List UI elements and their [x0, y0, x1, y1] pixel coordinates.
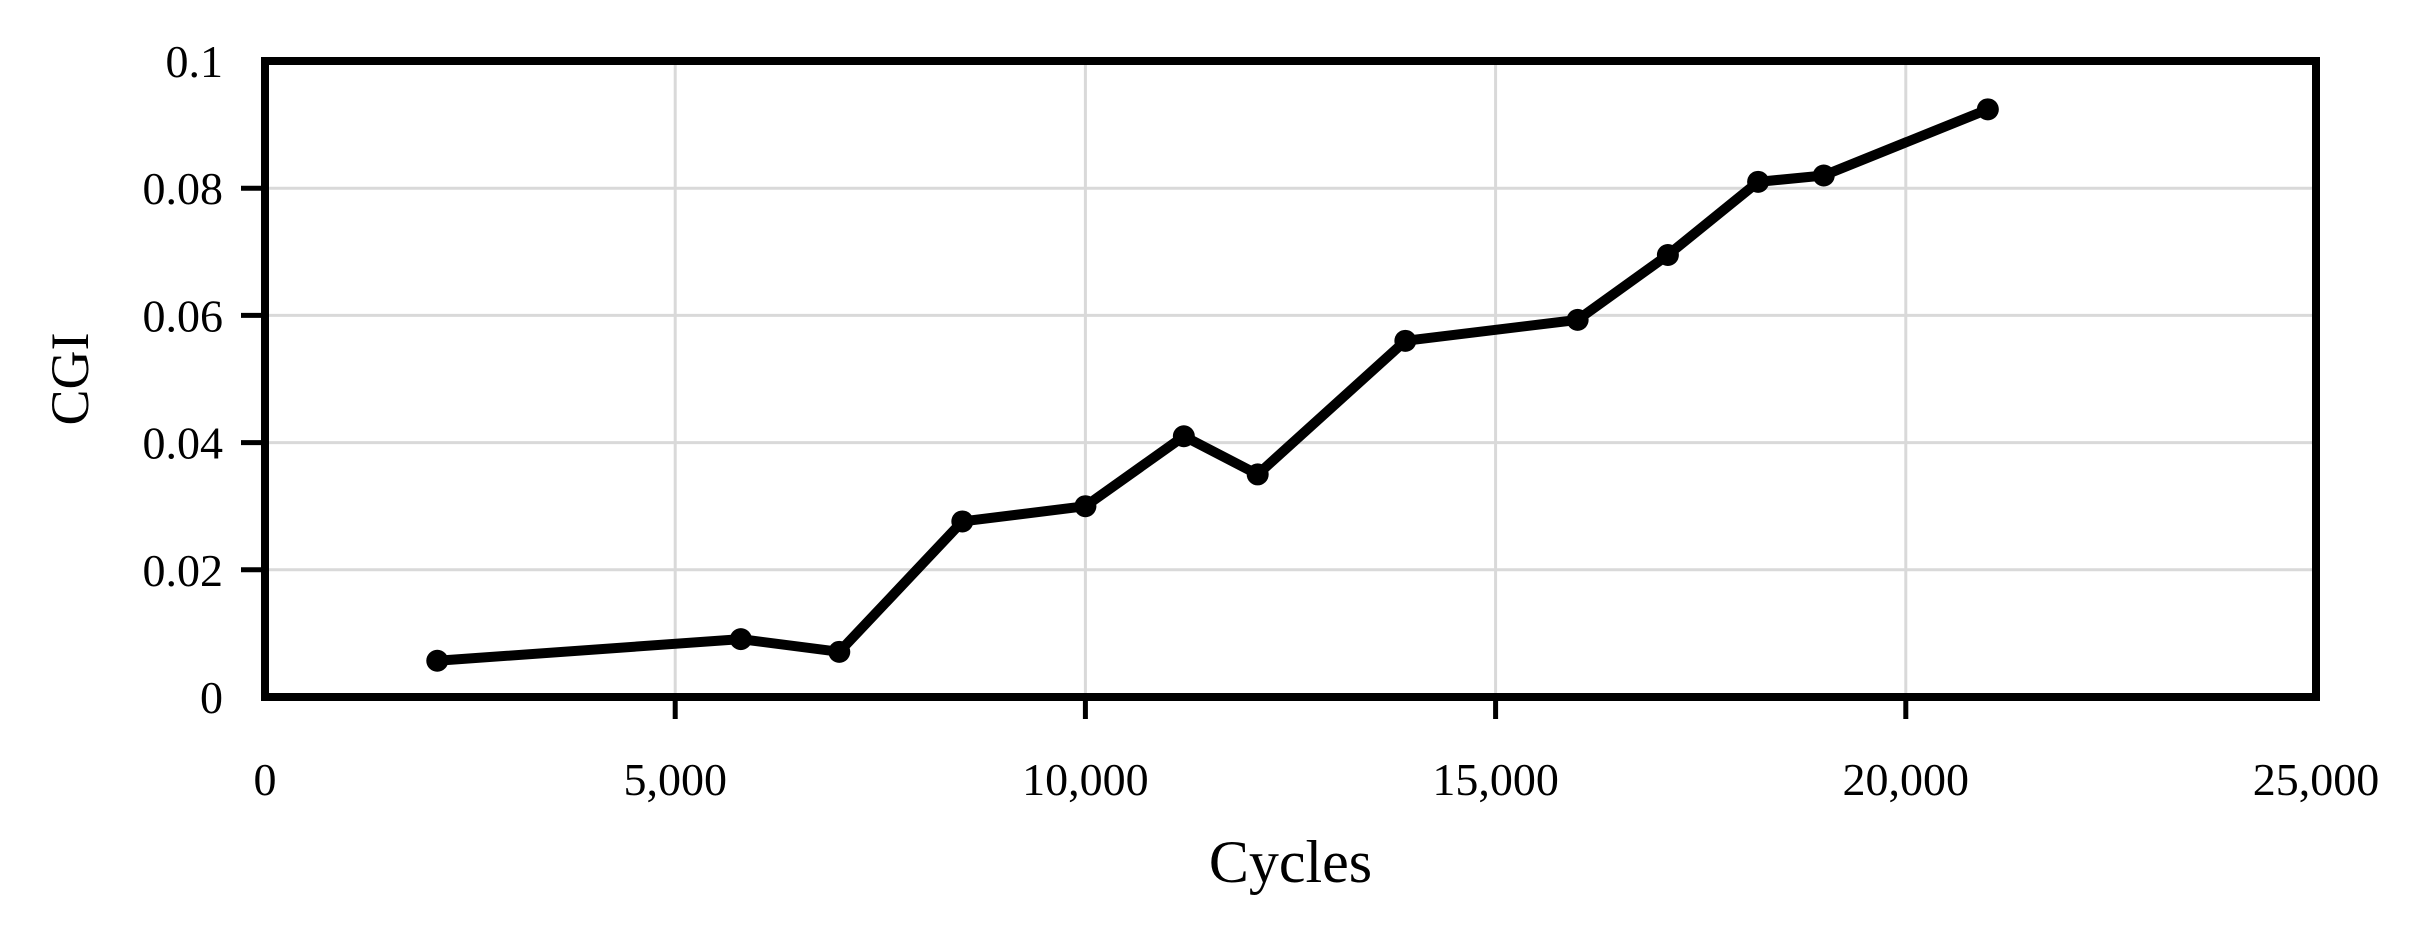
y-tick-label: 0: [200, 672, 223, 723]
data-point-marker: [951, 510, 974, 533]
y-tick-label: 0.06: [143, 290, 224, 341]
data-point-marker: [1976, 98, 1999, 121]
x-tick-label: 10,000: [1022, 754, 1149, 805]
data-point-marker: [1172, 425, 1195, 448]
data-point-marker: [426, 649, 449, 672]
data-point-marker: [1074, 495, 1097, 518]
x-tick-label: 20,000: [1843, 754, 1970, 805]
plot-border: [261, 57, 2320, 701]
data-point-marker: [729, 628, 752, 651]
y-tick-label: 0.08: [143, 163, 224, 214]
data-point-marker: [1246, 463, 1269, 486]
data-point-marker: [1812, 164, 1835, 187]
y-tick-label: 0.1: [166, 36, 224, 87]
tick-labels: 0 5,000 10,000 15,000 20,000 25,000 0 0.02 0.04 0…: [143, 36, 2380, 805]
x-tick-label: 25,000: [2253, 754, 2380, 805]
data-point-marker: [1566, 308, 1589, 331]
gridlines: [265, 61, 2316, 697]
y-tick-label: 0.02: [143, 545, 224, 596]
y-axis-label: CGI: [40, 333, 100, 426]
data-series: [426, 98, 1999, 672]
x-tick-label: 15,000: [1432, 754, 1559, 805]
x-axis-label: Cycles: [1209, 829, 1372, 895]
data-point-marker: [1394, 329, 1417, 352]
x-tick-label: 5,000: [623, 754, 727, 805]
x-tick-label: 0: [254, 754, 277, 805]
data-point-marker: [828, 640, 851, 663]
y-tick-label: 0.04: [143, 418, 224, 469]
data-point-marker: [1656, 243, 1679, 266]
data-point-marker: [1747, 170, 1770, 193]
